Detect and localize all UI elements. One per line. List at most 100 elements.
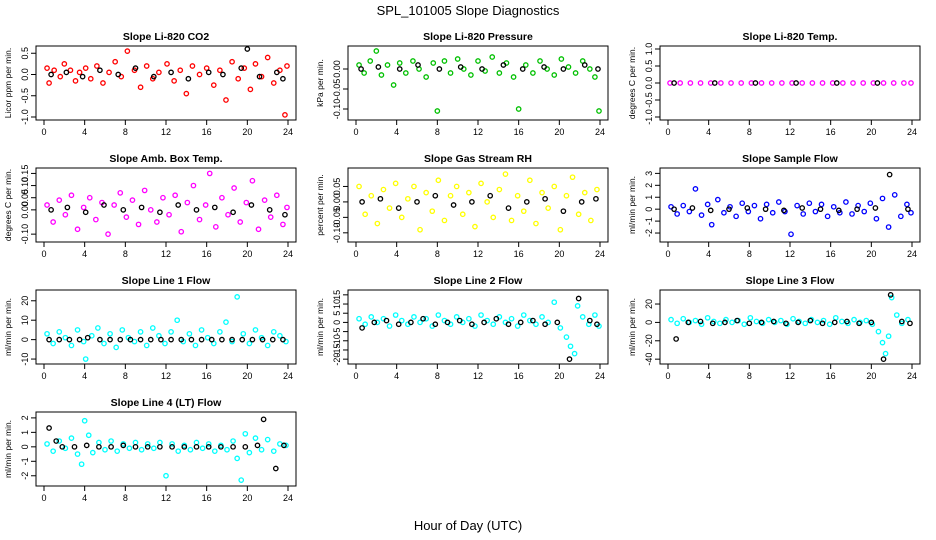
data-point — [277, 332, 283, 339]
x-tick-label: 16 — [202, 371, 212, 381]
x-tick-label: 24 — [595, 127, 605, 137]
data-point — [212, 224, 219, 230]
data-point — [85, 432, 92, 439]
data-point — [478, 312, 484, 318]
data-point — [411, 183, 417, 190]
data-point — [252, 61, 259, 67]
data-point — [738, 80, 745, 86]
data-point — [857, 319, 864, 326]
x-tick-label: 12 — [785, 127, 795, 137]
data-point — [402, 70, 409, 76]
data-point — [192, 342, 199, 349]
data-point — [137, 329, 144, 335]
data-point — [447, 70, 454, 76]
data-point — [795, 319, 801, 326]
data-point — [124, 48, 131, 54]
y-tick-label: 0.00 — [20, 201, 30, 219]
data-point — [729, 319, 735, 326]
data-point — [371, 319, 378, 326]
data-point — [741, 321, 748, 328]
data-point — [108, 438, 114, 444]
data-point — [704, 201, 711, 208]
data-point — [86, 194, 93, 201]
panel-title: Slope Gas Stream RH — [424, 153, 532, 165]
data-point — [113, 344, 120, 351]
data-point — [267, 214, 274, 220]
data-point — [908, 80, 914, 86]
panel-1: Slope Li-820 CO2 0 4 8 12 16 20 24 -1.0 -0.5 0.0 0.… — [3, 31, 297, 137]
data-point — [74, 451, 81, 457]
data-point — [225, 211, 231, 218]
x-tick-label: 8 — [435, 371, 440, 381]
data-point — [84, 334, 91, 341]
data-point — [893, 312, 900, 318]
data-point — [223, 97, 229, 103]
data-point — [404, 195, 411, 202]
data-point — [264, 436, 271, 443]
data-point — [674, 320, 681, 327]
data-point — [510, 74, 517, 80]
x-tick-label: 24 — [907, 127, 917, 137]
data-point — [807, 317, 814, 324]
y-tick-label: 3 — [644, 171, 654, 176]
data-point — [551, 72, 558, 78]
data-point — [453, 183, 460, 190]
data-point — [107, 336, 113, 343]
data-point — [252, 327, 259, 333]
data-point — [208, 336, 215, 343]
data-point — [698, 321, 705, 328]
x-tick-label: 0 — [41, 371, 46, 381]
data-point — [97, 67, 103, 74]
data-point — [560, 208, 567, 215]
data-point — [557, 325, 564, 331]
data-point — [264, 342, 271, 349]
data-point — [520, 208, 527, 215]
data-point — [574, 303, 581, 309]
data-point — [770, 318, 777, 325]
x-tick-label: 12 — [161, 249, 171, 259]
data-point — [594, 321, 600, 328]
data-point — [905, 206, 911, 213]
series-2 — [671, 80, 881, 86]
data-point — [830, 203, 837, 210]
data-point — [721, 209, 727, 216]
data-point — [560, 66, 567, 72]
data-point — [875, 328, 882, 335]
data-point — [832, 314, 839, 321]
x-tick-label: 4 — [706, 371, 711, 381]
data-point — [809, 80, 816, 86]
y-tick-label: -2 — [644, 229, 654, 237]
data-point — [806, 200, 813, 207]
y-tick-label: -1.0 — [644, 109, 654, 125]
data-point — [255, 226, 262, 233]
data-point — [44, 441, 50, 447]
data-point — [677, 80, 684, 86]
data-point — [533, 321, 539, 328]
data-point — [572, 70, 579, 76]
data-point — [680, 202, 687, 209]
data-point — [874, 80, 881, 86]
data-point — [581, 62, 588, 68]
x-tick-label: 4 — [82, 371, 87, 381]
data-point — [808, 316, 815, 323]
y-tick-label: 0 — [332, 320, 342, 325]
data-point — [873, 215, 880, 222]
data-point — [138, 446, 145, 453]
data-point — [469, 199, 475, 205]
data-point — [541, 64, 547, 70]
x-tick-label: 20 — [554, 371, 564, 381]
data-point — [61, 61, 68, 67]
data-point — [272, 465, 279, 472]
data-point — [898, 318, 905, 325]
data-point — [686, 208, 693, 215]
data-point — [123, 214, 130, 220]
x-tick-label: 16 — [514, 127, 524, 137]
x-tick-label: 16 — [202, 127, 212, 137]
data-point — [66, 336, 73, 343]
x-tick-label: 24 — [283, 249, 293, 259]
data-point — [565, 64, 572, 70]
data-point — [187, 446, 194, 453]
data-point — [375, 64, 382, 70]
